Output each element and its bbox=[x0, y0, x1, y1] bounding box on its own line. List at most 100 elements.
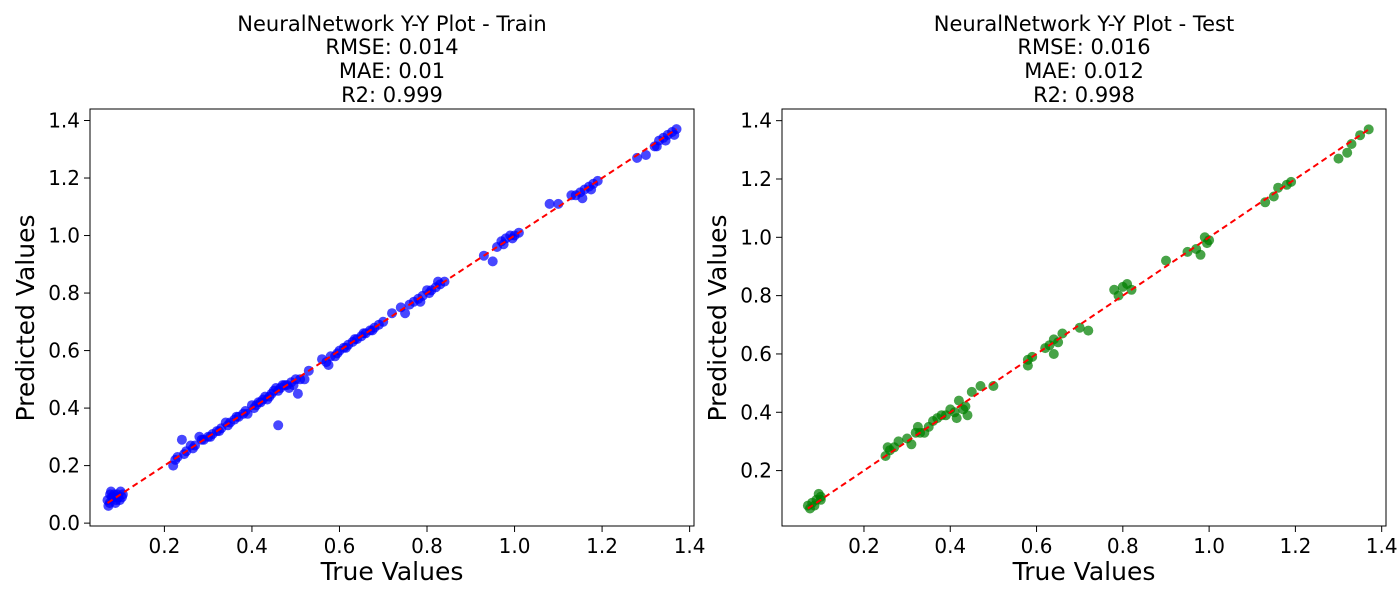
x-tick-label: 1.2 bbox=[586, 534, 618, 558]
y-tick-label: 1.0 bbox=[740, 225, 772, 249]
y-tick-label: 0.8 bbox=[48, 281, 80, 305]
x-axis-label: True Values bbox=[1012, 557, 1156, 586]
y-tick-label: 1.2 bbox=[48, 166, 80, 190]
data-point bbox=[323, 360, 334, 370]
y-tick-label: 0.6 bbox=[740, 342, 772, 366]
data-point bbox=[424, 288, 435, 299]
data-point bbox=[1057, 328, 1068, 339]
data-point bbox=[273, 420, 284, 431]
data-point bbox=[1273, 182, 1284, 193]
data-point bbox=[1342, 147, 1353, 158]
data-point bbox=[951, 413, 962, 424]
reference-line bbox=[106, 128, 678, 504]
y-tick-label: 0.2 bbox=[48, 454, 80, 478]
data-point bbox=[906, 439, 917, 450]
data-point bbox=[387, 308, 397, 319]
rmse-label: RMSE: 0.014 bbox=[325, 35, 458, 59]
data-point bbox=[975, 381, 986, 391]
data-point bbox=[1074, 322, 1085, 333]
chart-title: NeuralNetwork Y-Y Plot - Test bbox=[934, 12, 1234, 36]
x-tick-label: 0.6 bbox=[324, 534, 356, 558]
data-point bbox=[341, 342, 351, 353]
data-point bbox=[214, 426, 225, 437]
data-point bbox=[1333, 153, 1344, 164]
x-tick-label: 1.4 bbox=[1366, 534, 1398, 558]
data-point bbox=[960, 401, 971, 412]
data-point bbox=[1195, 249, 1206, 260]
x-tick-label: 1.4 bbox=[674, 534, 706, 558]
x-tick-label: 1.0 bbox=[1193, 534, 1225, 558]
x-tick-label: 1.2 bbox=[1279, 534, 1311, 558]
y-axis-label: Predicted Values bbox=[703, 215, 732, 422]
data-point bbox=[544, 198, 555, 209]
x-tick-label: 0.8 bbox=[1107, 534, 1139, 558]
data-point bbox=[507, 233, 518, 244]
data-point bbox=[292, 388, 303, 399]
test-chart: NeuralNetwork Y-Y Plot - Test RMSE: 0.01… bbox=[703, 12, 1398, 586]
y-tick-label: 0.0 bbox=[48, 511, 80, 535]
data-point bbox=[400, 308, 411, 319]
data-point bbox=[205, 431, 216, 442]
y-tick-label: 0.2 bbox=[740, 459, 772, 483]
data-point bbox=[577, 193, 588, 204]
plot-area bbox=[781, 108, 1387, 527]
y-tick-label: 0.8 bbox=[740, 284, 772, 308]
data-point bbox=[222, 420, 233, 431]
data-point bbox=[669, 129, 680, 140]
x-axis-ticks: 0.2 0.4 0.6 0.8 1.0 1.2 1.4 bbox=[148, 526, 706, 558]
data-point bbox=[640, 150, 651, 160]
x-tick-label: 0.2 bbox=[848, 534, 880, 558]
plot-area bbox=[89, 108, 695, 527]
data-point bbox=[815, 491, 826, 502]
data-point bbox=[1161, 255, 1171, 266]
r2-label: R2: 0.998 bbox=[1033, 83, 1135, 107]
data-point bbox=[288, 380, 299, 391]
data-point bbox=[586, 184, 597, 195]
data-point bbox=[893, 436, 904, 447]
y-tick-label: 1.4 bbox=[48, 109, 80, 133]
data-point bbox=[187, 443, 198, 454]
x-tick-label: 0.8 bbox=[411, 534, 443, 558]
data-point bbox=[105, 489, 116, 500]
data-point bbox=[196, 434, 207, 445]
data-point bbox=[1260, 197, 1271, 208]
data-point bbox=[966, 386, 977, 397]
data-point bbox=[117, 492, 127, 503]
y-tick-label: 0.4 bbox=[48, 396, 80, 420]
reference-line bbox=[807, 128, 1370, 510]
x-tick-label: 0.4 bbox=[236, 534, 268, 558]
data-point bbox=[332, 348, 343, 359]
y-axis-label: Predicted Values bbox=[11, 215, 40, 422]
data-point bbox=[1268, 191, 1279, 202]
data-point bbox=[988, 381, 999, 391]
data-point bbox=[962, 410, 973, 421]
y-tick-label: 0.4 bbox=[740, 400, 772, 424]
r2-label: R2: 0.999 bbox=[341, 83, 443, 107]
y-axis-ticks: 0.2 0.4 0.6 0.8 1.0 1.2 1.4 bbox=[740, 109, 782, 483]
data-point bbox=[953, 395, 964, 406]
y-tick-label: 1.0 bbox=[48, 224, 80, 248]
data-points bbox=[802, 124, 1374, 514]
data-point bbox=[176, 434, 187, 445]
data-point bbox=[805, 503, 815, 514]
data-point bbox=[1053, 337, 1064, 348]
data-point bbox=[433, 276, 443, 287]
train-chart: NeuralNetwork Y-Y Plot - Train RMSE: 0.0… bbox=[11, 12, 706, 586]
y-tick-label: 1.2 bbox=[740, 167, 772, 191]
data-point bbox=[912, 421, 923, 432]
data-point bbox=[660, 135, 671, 146]
mae-label: MAE: 0.01 bbox=[339, 59, 445, 83]
rmse-label: RMSE: 0.016 bbox=[1017, 35, 1150, 59]
data-point bbox=[498, 239, 509, 250]
data-point bbox=[1022, 360, 1033, 371]
x-tick-label: 0.2 bbox=[148, 534, 180, 558]
x-axis-ticks: 0.2 0.4 0.6 0.8 1.0 1.2 1.4 bbox=[848, 526, 1398, 558]
data-point bbox=[299, 374, 310, 385]
y-tick-label: 0.6 bbox=[48, 339, 80, 363]
data-point bbox=[882, 442, 893, 453]
data-point bbox=[1113, 290, 1124, 301]
data-point bbox=[1202, 238, 1212, 249]
data-point bbox=[1346, 139, 1357, 149]
data-point bbox=[1083, 325, 1094, 336]
